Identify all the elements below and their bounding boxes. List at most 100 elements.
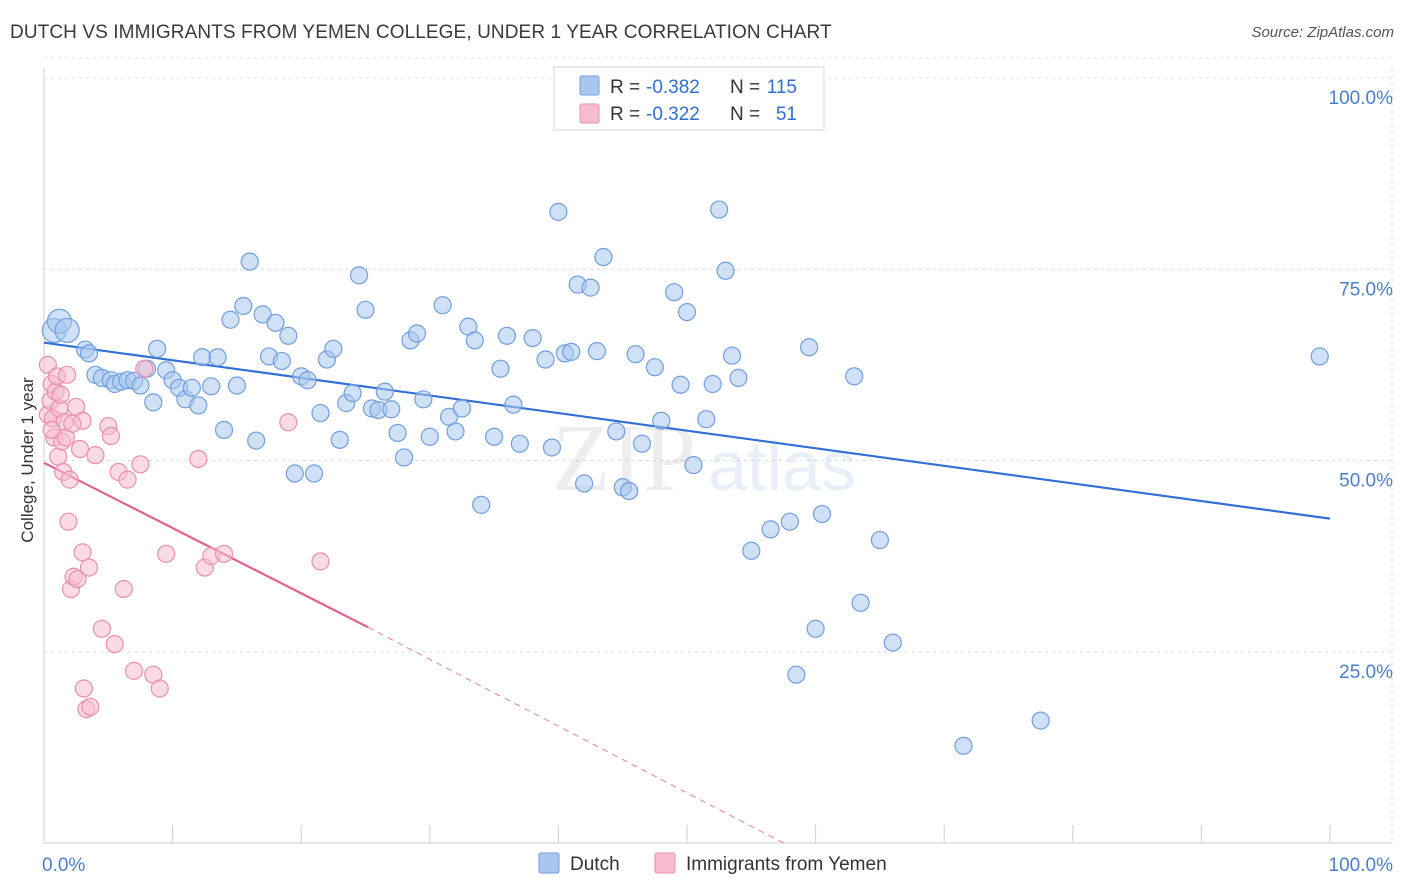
dutch-point — [626, 345, 645, 364]
dutch-point — [324, 339, 343, 358]
dutch-point — [761, 520, 780, 539]
dutch-point — [414, 390, 433, 409]
yemen-point — [86, 446, 105, 465]
dutch-point — [253, 305, 272, 324]
chart-title: DUTCH VS IMMIGRANTS FROM YEMEN COLLEGE, … — [10, 22, 832, 43]
chart-source: Source: ZipAtlas.com — [1251, 24, 1394, 41]
x-tick-label: 0.0% — [42, 855, 85, 876]
dutch-point — [780, 512, 799, 531]
dutch-point — [800, 338, 819, 357]
dutch-point — [272, 351, 292, 371]
dutch-point — [510, 434, 529, 453]
dutch-point — [523, 329, 542, 348]
watermark-atlas: atlas — [708, 427, 856, 505]
dutch-point — [452, 399, 472, 418]
dutch-point — [716, 261, 735, 280]
dutch-point — [330, 430, 349, 449]
dutch-point — [465, 331, 484, 350]
dutch-point — [356, 300, 375, 319]
dutch-point — [407, 324, 427, 343]
dutch-point — [221, 310, 240, 329]
dutch-point — [382, 400, 401, 419]
dutch-point — [594, 247, 613, 267]
dutch-point — [575, 474, 594, 493]
dutch-point — [632, 434, 652, 453]
dutch-point — [240, 252, 259, 271]
dutch-point — [806, 619, 825, 638]
dutch-point — [279, 326, 298, 345]
dutch-point — [677, 302, 697, 322]
dutch-point — [851, 593, 870, 612]
legend-yemen-n-label: N = — [730, 104, 760, 125]
yemen-point — [114, 579, 133, 599]
dutch-point — [54, 317, 80, 344]
yemen-point — [70, 439, 90, 459]
y-tick-label: 50.0% — [1339, 471, 1393, 492]
dutch-point — [189, 396, 208, 415]
dutch-point — [247, 431, 266, 450]
dutch-point — [504, 395, 523, 414]
tick-labels: 25.0% 50.0% 75.0% 100.0% 0.0% 100.0% — [42, 88, 1393, 876]
y-tick-label: 75.0% — [1339, 279, 1393, 300]
dutch-point — [311, 403, 330, 423]
legend-yemen-r-label: R = — [610, 104, 640, 125]
dutch-point — [645, 358, 664, 377]
x-tick-label: 100.0% — [1329, 855, 1394, 876]
yemen-point — [59, 512, 78, 531]
yemen-point — [118, 470, 137, 489]
legend-bottom-swatch-yemen — [654, 852, 676, 874]
yemen-point — [79, 558, 99, 577]
dutch-point — [671, 375, 690, 394]
yemen-point — [279, 413, 298, 432]
dutch-point — [536, 350, 555, 369]
trend-lines — [43, 341, 1331, 844]
dutch-point — [620, 482, 639, 501]
dutch-point — [845, 367, 864, 386]
yemen-point — [42, 420, 61, 439]
dutch-point — [214, 420, 234, 439]
dutch-point — [549, 202, 568, 221]
dutch-point — [870, 530, 890, 550]
dutch-point — [394, 448, 414, 467]
dutch-point — [722, 346, 742, 365]
yemen-point — [311, 552, 330, 571]
dutch-point — [285, 464, 304, 483]
yemen-point — [135, 359, 154, 378]
dutch-point — [375, 382, 394, 401]
axes — [43, 68, 1392, 844]
dutch-point — [472, 495, 491, 514]
dutch-point — [446, 422, 465, 441]
yemen-point — [60, 470, 79, 489]
legend-dutch-n-label: N = — [730, 77, 760, 98]
dutch-point — [144, 393, 163, 412]
dutch-point — [131, 376, 150, 395]
dutch-point — [542, 438, 562, 457]
dutch-point — [491, 359, 510, 378]
dutch-point — [485, 427, 504, 446]
y-tick-label: 25.0% — [1339, 662, 1393, 683]
dutch-point — [266, 313, 285, 332]
legend-bottom-yemen: Immigrants from Yemen — [686, 854, 887, 875]
dutch-point — [787, 665, 806, 684]
yemen-point — [81, 697, 100, 716]
yemen-point — [92, 619, 111, 638]
y-axis-label: College, Under 1 year — [18, 377, 37, 543]
yemen-point — [73, 543, 92, 562]
dutch-point — [954, 736, 973, 755]
legend-bottom-swatch-dutch — [538, 852, 560, 874]
dutch-point — [697, 410, 716, 429]
dutch-point — [812, 504, 832, 524]
yemen-point — [74, 679, 93, 698]
dutch-point — [304, 464, 324, 483]
dutch-point — [420, 427, 439, 446]
dutch-point — [581, 278, 600, 297]
dutch-point — [665, 283, 684, 302]
dutch-point — [388, 423, 407, 443]
yemen-point — [49, 447, 68, 466]
dutch-point — [202, 377, 221, 396]
yemen-point — [124, 661, 144, 680]
dutch-point — [193, 348, 212, 367]
dutch-point — [1310, 347, 1329, 366]
legend-yemen-r-value: -0.322 — [646, 104, 700, 125]
